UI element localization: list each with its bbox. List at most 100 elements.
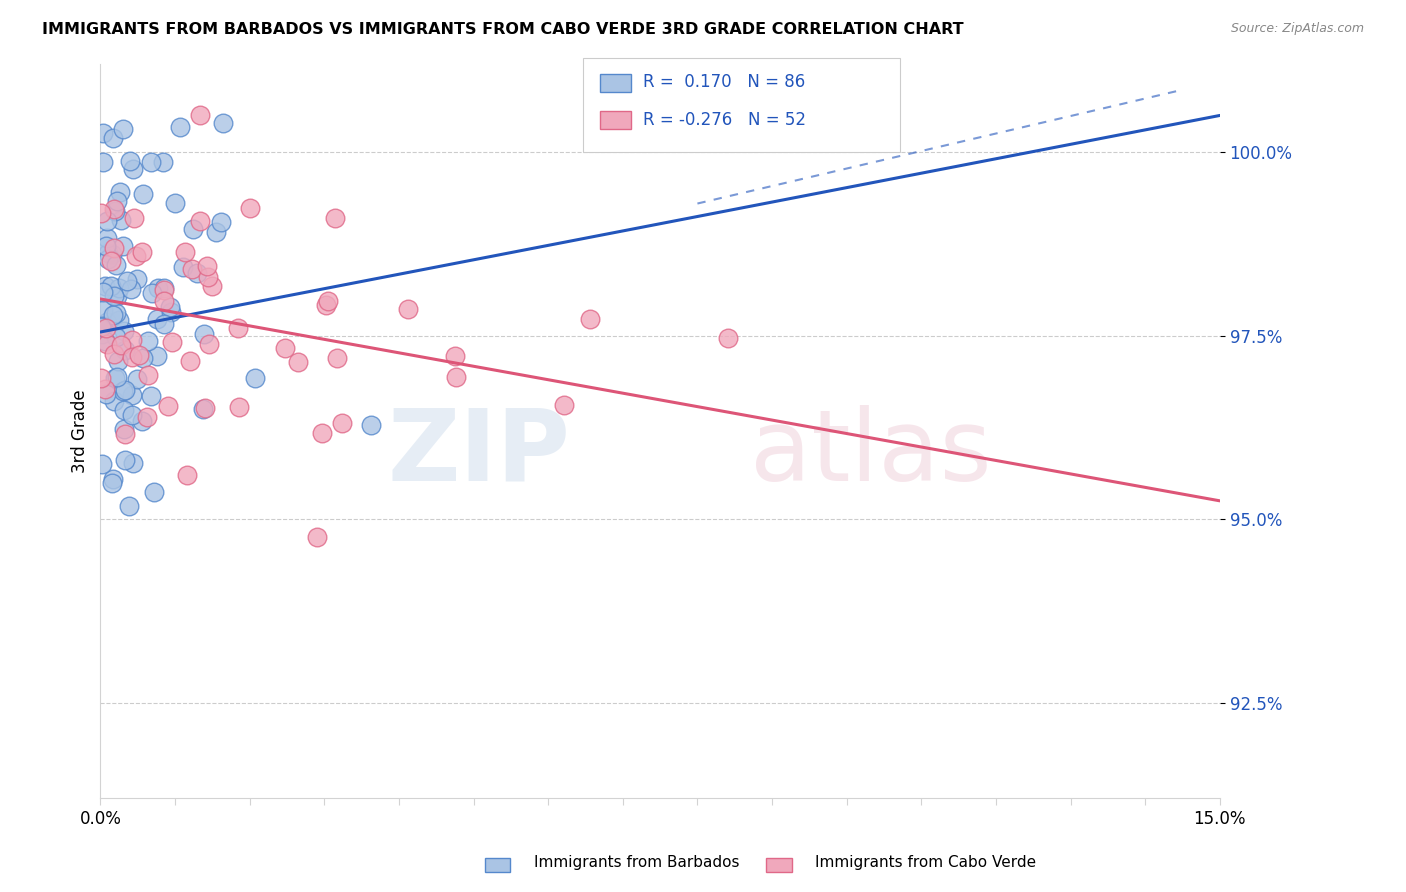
Point: [94, 387, 117, 401]
Text: R =  0.170   N = 86: R = 0.170 N = 86: [643, 73, 804, 91]
Point: [305, 529, 328, 543]
Point: [121, 408, 143, 422]
Point: [94, 278, 117, 293]
Y-axis label: 3rd Grade: 3rd Grade: [72, 389, 89, 473]
Point: [553, 398, 575, 412]
Point: [105, 289, 128, 303]
Point: [104, 371, 127, 385]
Point: [105, 370, 128, 384]
Point: [105, 194, 128, 209]
Text: R = -0.276   N = 52: R = -0.276 N = 52: [643, 111, 806, 128]
Point: [139, 155, 162, 169]
Point: [163, 195, 186, 210]
Point: [125, 272, 148, 286]
Point: [111, 122, 134, 136]
Text: Source: ZipAtlas.com: Source: ZipAtlas.com: [1230, 22, 1364, 36]
Point: [101, 308, 124, 322]
Point: [579, 312, 602, 326]
Point: [228, 400, 250, 414]
Point: [315, 298, 337, 312]
Point: [198, 337, 221, 351]
Point: [100, 247, 122, 261]
Point: [91, 285, 114, 299]
Point: [153, 281, 176, 295]
Point: [103, 242, 125, 256]
Point: [131, 245, 153, 260]
Point: [197, 270, 219, 285]
Point: [159, 300, 181, 314]
Point: [104, 306, 127, 320]
Point: [141, 285, 163, 300]
Point: [323, 211, 346, 226]
Point: [94, 334, 117, 348]
Point: [118, 499, 141, 513]
Point: [120, 282, 142, 296]
Point: [125, 249, 148, 263]
Point: [135, 409, 157, 424]
Point: [211, 115, 233, 129]
Text: Immigrants from Barbados: Immigrants from Barbados: [534, 855, 740, 870]
Point: [91, 126, 114, 140]
Point: [91, 457, 114, 471]
Point: [152, 318, 174, 332]
Point: [114, 426, 136, 441]
Point: [107, 354, 129, 368]
Point: [103, 202, 125, 216]
Point: [90, 320, 112, 334]
Point: [132, 351, 155, 366]
Point: [101, 131, 124, 145]
Point: [717, 331, 740, 345]
Point: [173, 245, 195, 260]
Point: [96, 337, 118, 351]
Point: [146, 349, 169, 363]
Point: [131, 414, 153, 428]
Point: [146, 281, 169, 295]
Point: [103, 394, 125, 409]
Point: [330, 416, 353, 430]
Point: [311, 425, 333, 440]
Point: [91, 303, 114, 318]
Point: [287, 355, 309, 369]
Point: [103, 204, 125, 219]
Point: [108, 281, 131, 295]
Point: [136, 368, 159, 382]
Point: [96, 214, 118, 228]
Point: [90, 371, 112, 385]
Text: Immigrants from Cabo Verde: Immigrants from Cabo Verde: [815, 855, 1036, 870]
Point: [188, 214, 211, 228]
Point: [90, 205, 112, 219]
Point: [121, 161, 143, 176]
Point: [112, 325, 135, 339]
Text: atlas: atlas: [749, 405, 991, 501]
Point: [204, 225, 226, 239]
Point: [94, 320, 117, 334]
Text: IMMIGRANTS FROM BARBADOS VS IMMIGRANTS FROM CABO VERDE 3RD GRADE CORRELATION CHA: IMMIGRANTS FROM BARBADOS VS IMMIGRANTS F…: [42, 22, 963, 37]
Point: [118, 154, 141, 169]
Point: [122, 211, 145, 225]
Point: [96, 315, 118, 329]
Point: [93, 383, 115, 397]
Point: [110, 338, 132, 352]
Point: [180, 261, 202, 276]
Point: [188, 108, 211, 122]
Point: [326, 351, 349, 366]
Point: [103, 472, 125, 486]
Point: [111, 238, 134, 252]
Point: [396, 301, 419, 316]
Point: [93, 319, 115, 334]
Point: [121, 350, 143, 364]
Point: [111, 384, 134, 398]
Point: [197, 259, 219, 273]
Point: [316, 294, 339, 309]
Point: [160, 334, 183, 349]
Point: [97, 246, 120, 260]
Point: [444, 349, 467, 363]
Point: [226, 321, 249, 335]
Point: [152, 154, 174, 169]
Point: [360, 418, 382, 433]
Point: [90, 318, 112, 333]
Point: [103, 289, 125, 303]
Text: ZIP: ZIP: [388, 405, 571, 501]
Point: [143, 484, 166, 499]
Point: [104, 258, 127, 272]
